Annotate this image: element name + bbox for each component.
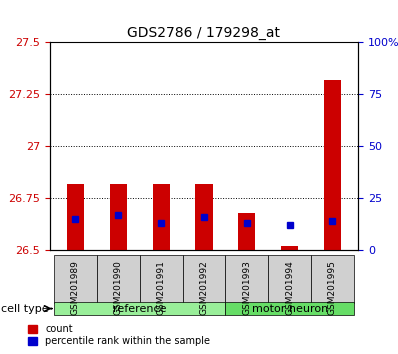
FancyBboxPatch shape (140, 255, 183, 303)
Text: GSM201992: GSM201992 (199, 260, 209, 315)
Bar (152, 184, 170, 250)
FancyBboxPatch shape (225, 302, 354, 315)
FancyBboxPatch shape (54, 255, 97, 303)
Text: GSM201993: GSM201993 (242, 260, 251, 315)
Text: GSM201995: GSM201995 (328, 260, 337, 315)
Legend: count, percentile rank within the sample: count, percentile rank within the sample (25, 321, 213, 349)
FancyBboxPatch shape (311, 255, 354, 303)
Text: GSM201991: GSM201991 (157, 260, 166, 315)
Text: motor neuron: motor neuron (252, 304, 328, 314)
Bar (281, 246, 298, 250)
Bar (195, 184, 213, 250)
FancyBboxPatch shape (97, 255, 140, 303)
Bar (110, 184, 127, 250)
Text: reference: reference (113, 304, 166, 314)
Text: cell type: cell type (1, 304, 49, 314)
Bar (324, 80, 341, 250)
Text: GSM201990: GSM201990 (114, 260, 123, 315)
FancyBboxPatch shape (54, 302, 225, 315)
FancyBboxPatch shape (183, 255, 225, 303)
Title: GDS2786 / 179298_at: GDS2786 / 179298_at (127, 26, 281, 40)
Text: GSM201989: GSM201989 (71, 260, 80, 315)
Bar (238, 213, 256, 250)
Bar (67, 184, 84, 250)
FancyBboxPatch shape (225, 255, 268, 303)
Text: GSM201994: GSM201994 (285, 260, 294, 315)
FancyBboxPatch shape (268, 255, 311, 303)
